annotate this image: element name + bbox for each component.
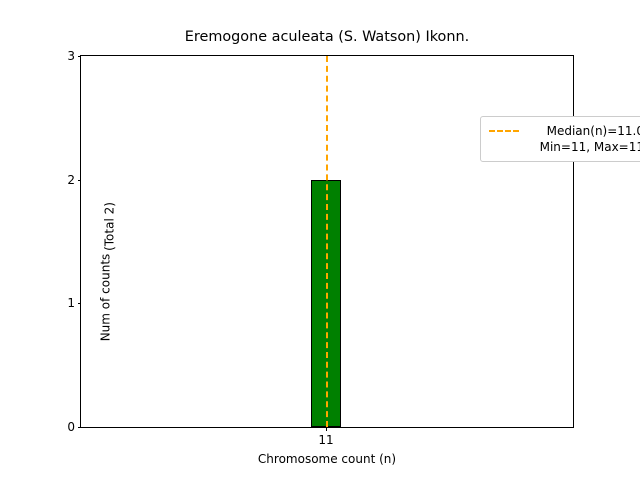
legend-label-median: Median(n)=11.0 — [546, 124, 640, 138]
legend-entry-labels: Median(n)=11.0 Min=11, Max=11 — [527, 123, 640, 155]
legend: Median(n)=11.0 Min=11, Max=11 — [480, 116, 640, 162]
chart-title: Eremogone aculeata (S. Watson) Ikonn. — [184, 29, 470, 45]
legend-entry-median: Median(n)=11.0 Min=11, Max=11 — [489, 123, 640, 155]
y-axis-label-total: (Total 2) — [102, 202, 117, 251]
ytick-mark-3 — [77, 56, 81, 57]
ytick-mark-0 — [77, 427, 81, 428]
x-axis-label: Chromosome count (n) — [257, 452, 397, 466]
median-line — [326, 56, 329, 427]
xtick-mark-11 — [326, 427, 328, 431]
bar-11 — [311, 179, 341, 427]
ytick-mark-2 — [77, 179, 81, 181]
dashed-line-icon — [489, 123, 519, 139]
plot-area: 0 1 2 3 11 Num of counts (Total 2) Media… — [67, 50, 640, 447]
ytick-label-2: 2 — [67, 172, 75, 187]
ytick-mark-1 — [77, 303, 81, 305]
ytick-label-0: 0 — [67, 420, 75, 434]
plot-inner — [81, 56, 573, 427]
legend-label-minmax: Min=11, Max=11 — [539, 140, 640, 154]
ytick-label-3: 3 — [67, 49, 75, 63]
ytick-label-1: 1 — [67, 296, 75, 311]
xtick-label-11: 11 — [318, 433, 334, 447]
